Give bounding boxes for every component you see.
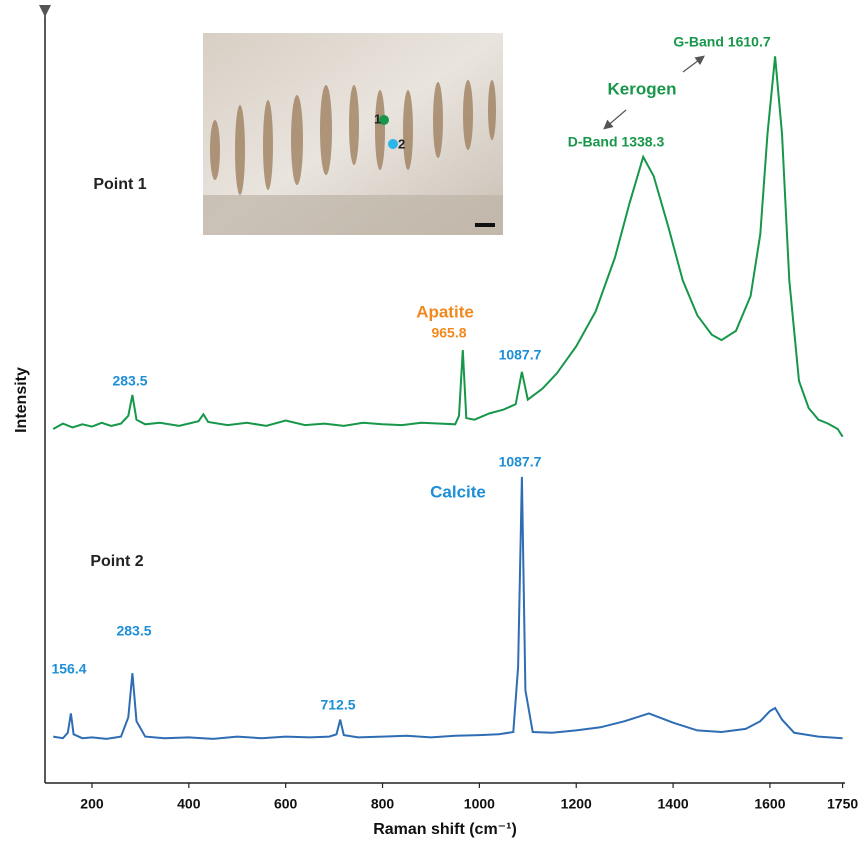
- peak-annotation: Calcite: [430, 482, 486, 501]
- spectrum-line: [52, 56, 844, 438]
- peak-annotation: Apatite: [416, 302, 474, 321]
- spectrum-line: [53, 476, 843, 740]
- peak-annotation: Kerogen: [608, 79, 677, 98]
- peak-annotation: 712.5: [320, 697, 355, 713]
- x-tick-label: 1000: [464, 796, 495, 812]
- x-tick-label: 800: [371, 796, 395, 812]
- inset-label: 2: [398, 136, 405, 151]
- x-tick-label: 400: [177, 796, 201, 812]
- x-axis-label: Raman shift (cm⁻¹): [373, 821, 517, 838]
- peak-annotation: 283.5: [116, 623, 151, 639]
- x-tick-label: 1600: [754, 796, 785, 812]
- arrow: [603, 109, 627, 130]
- x-tick-label: 1750: [827, 796, 858, 812]
- inset-label: 1: [374, 111, 381, 126]
- y-axis-label: Intensity: [13, 367, 30, 433]
- peak-annotation: 965.8: [431, 325, 466, 341]
- arrow: [682, 55, 705, 73]
- peak-annotation: 1087.7: [499, 454, 542, 470]
- series-label: Point 2: [90, 553, 143, 570]
- x-tick-label: 1400: [658, 796, 689, 812]
- peak-annotation: 283.5: [112, 373, 147, 389]
- x-tick-label: 600: [274, 796, 298, 812]
- peak-annotation: 1087.7: [499, 347, 542, 363]
- inset-photo: 1 2: [203, 33, 503, 235]
- series-label: Point 1: [93, 176, 146, 193]
- x-tick-label: 1200: [561, 796, 592, 812]
- peak-annotation: G-Band 1610.7: [673, 34, 770, 50]
- x-tick-label: 200: [80, 796, 104, 812]
- peak-annotation: D-Band 1338.3: [568, 134, 665, 150]
- peak-annotation: 156.4: [51, 661, 86, 677]
